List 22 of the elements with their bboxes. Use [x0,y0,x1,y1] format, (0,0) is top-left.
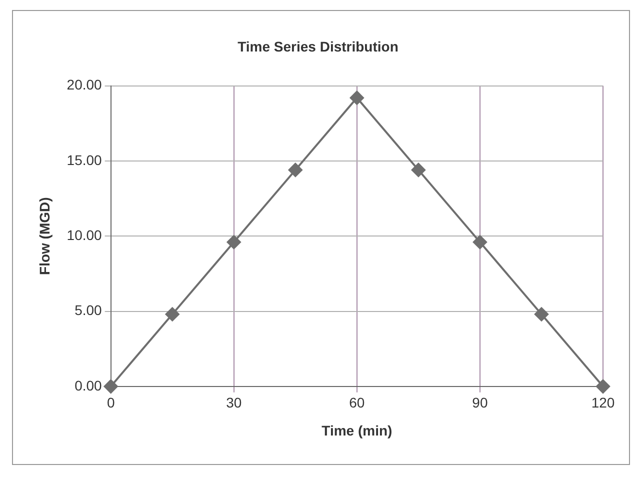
point [411,162,426,177]
x-tick-label: 90 [472,394,488,411]
point [288,162,302,177]
x-tick-label: 30 [226,394,242,411]
point [165,307,180,322]
y-tick-label: 0.00 [74,377,102,394]
point [226,235,241,250]
point [350,90,364,105]
point [596,379,610,394]
x-axis-title: Time (min) [322,422,392,438]
point [534,307,548,322]
x-tick-label: 0 [106,394,115,411]
y-tick-label: 5.00 [74,302,102,318]
y-axis-title: Flow (MGD) [36,197,52,275]
y-tick-label: 10.00 [66,226,102,243]
y-tick-label: 20.00 [66,76,102,93]
y-tick-label: 15.00 [66,152,102,168]
point [472,235,487,250]
x-tick-label: 60 [349,394,365,411]
chart-title: Time Series Distribution [238,38,398,54]
point [104,379,118,394]
x-tick-label: 120 [591,394,615,411]
